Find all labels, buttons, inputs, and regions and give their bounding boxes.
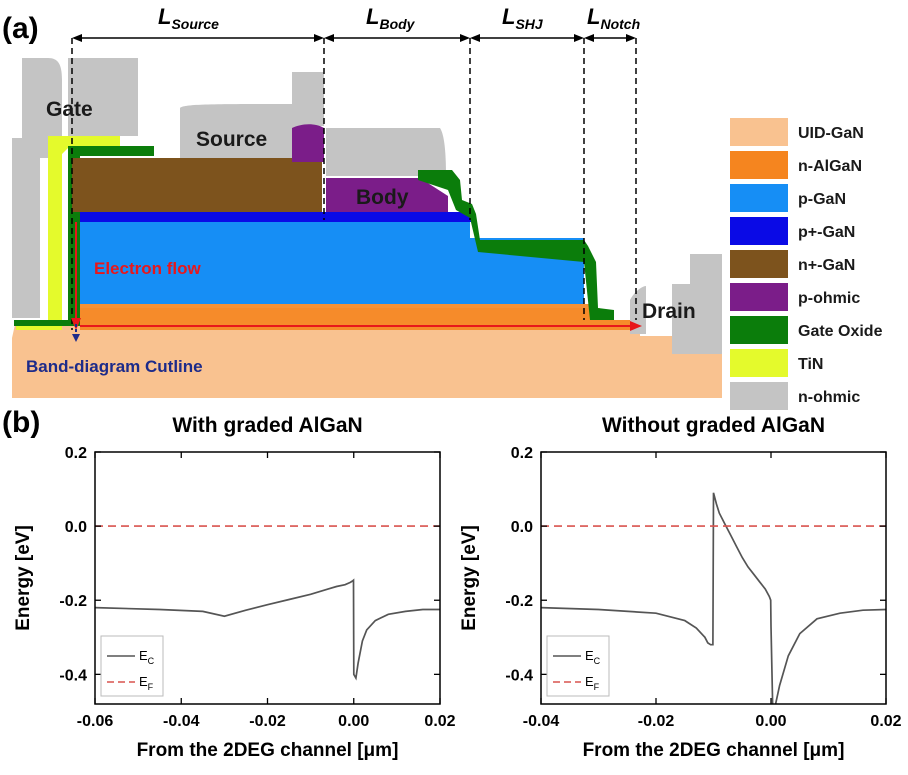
y-tick-label: 0.0 [511,519,533,536]
p-plus-gan-layer [80,212,472,222]
series-line-ec [541,492,886,704]
material-legend: UID-GaN n-AlGaN p-GaN p+-GaN n+-GaN p-ohmic Ga… [730,118,883,410]
electron-flow-label: Electron flow [94,259,202,278]
electron-flow-arrows [71,222,642,342]
plot-title: Without graded AlGaN [602,414,825,437]
n-plus-gan-layer [72,158,322,212]
n-algan-layer [80,304,640,330]
drain-contact [672,284,722,354]
plot-legend-box [100,635,164,697]
y-tick-label: 0.2 [65,445,87,462]
dimension-lines [71,34,637,330]
y-tick-label: -0.2 [59,593,87,610]
panel-a-label: (a) [2,12,39,45]
uid-gan-substrate [12,308,722,398]
legend-entry-ef: EF [585,674,600,692]
x-tick-label: 0.00 [755,713,786,730]
drain-label: Drain [642,300,696,323]
legend-swatch-7 [730,349,788,377]
legend-swatch-6 [730,316,788,344]
legend-label-8: n-ohmic [798,389,860,406]
y-tick-label: 0.0 [65,519,87,536]
y-axis-label: Energy [eV] [13,525,34,631]
plot-legend-box [546,635,610,697]
x-tick-label: -0.02 [638,713,675,730]
y-tick-label: -0.4 [505,667,533,684]
dim-l-notch: LNotch [587,4,640,32]
x-tick-label: 0.02 [870,713,901,730]
gate-contact [12,58,62,318]
source-contact-top [292,72,324,126]
gate-oxide-steps [418,170,614,320]
legend-swatch-8 [730,382,788,410]
plot-frame [540,451,887,705]
legend-swatch-4 [730,250,788,278]
x-tick-label: -0.02 [249,713,286,730]
legend-label-7: TiN [798,356,823,373]
y-tick-label: 0.2 [511,445,533,462]
legend-swatch-1 [730,151,788,179]
legend-entry-ec: EC [585,648,601,666]
x-tick-label: 0.00 [338,713,369,730]
legend-label-5: p-ohmic [798,290,860,307]
y-tick-label: -0.4 [59,667,87,684]
p-gan-layer [80,220,584,304]
legend-label-4: n+-GaN [798,257,855,274]
drain-contact-left [630,286,646,334]
body-contact [326,128,446,176]
gate-contact-top [68,58,138,136]
legend-label-0: UID-GaN [798,125,864,142]
legend-entry-ef: EF [139,674,154,692]
source-contact [180,104,300,158]
x-axis-label: From the 2DEG channel [μm] [137,740,399,761]
x-tick-label: -0.04 [523,713,560,730]
y-axis-label: Energy [eV] [459,525,480,631]
x-tick-label: 0.02 [424,713,455,730]
panel-b-label: (b) [2,406,40,439]
x-tick-label: -0.06 [77,713,114,730]
legend-label-6: Gate Oxide [798,323,883,340]
device-cross-section [12,58,722,398]
legend-entry-ec: EC [139,648,155,666]
dim-l-body: LBody [366,4,416,32]
cutline-label: Band-diagram Cutline [26,357,203,376]
p-ohmic-body [326,178,448,212]
y-tick-label: -0.2 [505,593,533,610]
series-line-ec [95,578,440,681]
plot-title: With graded AlGaN [172,414,362,437]
x-axis-label: From the 2DEG channel [μm] [583,740,845,761]
legend-swatch-0 [730,118,788,146]
legend-label-1: n-AlGaN [798,158,862,175]
legend-label-3: p+-GaN [798,224,855,241]
dim-l-shj: LSHJ [502,4,544,32]
body-label: Body [356,186,409,209]
legend-label-2: p-GaN [798,191,846,208]
dim-l-source: LSource [158,4,219,32]
gate-label: Gate [46,98,93,121]
legend-swatch-2 [730,184,788,212]
source-label: Source [196,128,267,151]
p-ohmic-source [292,124,324,162]
drain-contact-top [690,254,722,286]
legend-swatch-3 [730,217,788,245]
plot-without-graded-algan: Without graded AlGaN -0.04 -0.02 0.00 0.02 0.… [459,414,902,761]
x-tick-label: -0.04 [163,713,200,730]
legend-swatch-5 [730,283,788,311]
plot-with-graded-algan: With graded AlGaN -0.06 -0.04 -0.02 0.00 0.02… [13,414,456,761]
